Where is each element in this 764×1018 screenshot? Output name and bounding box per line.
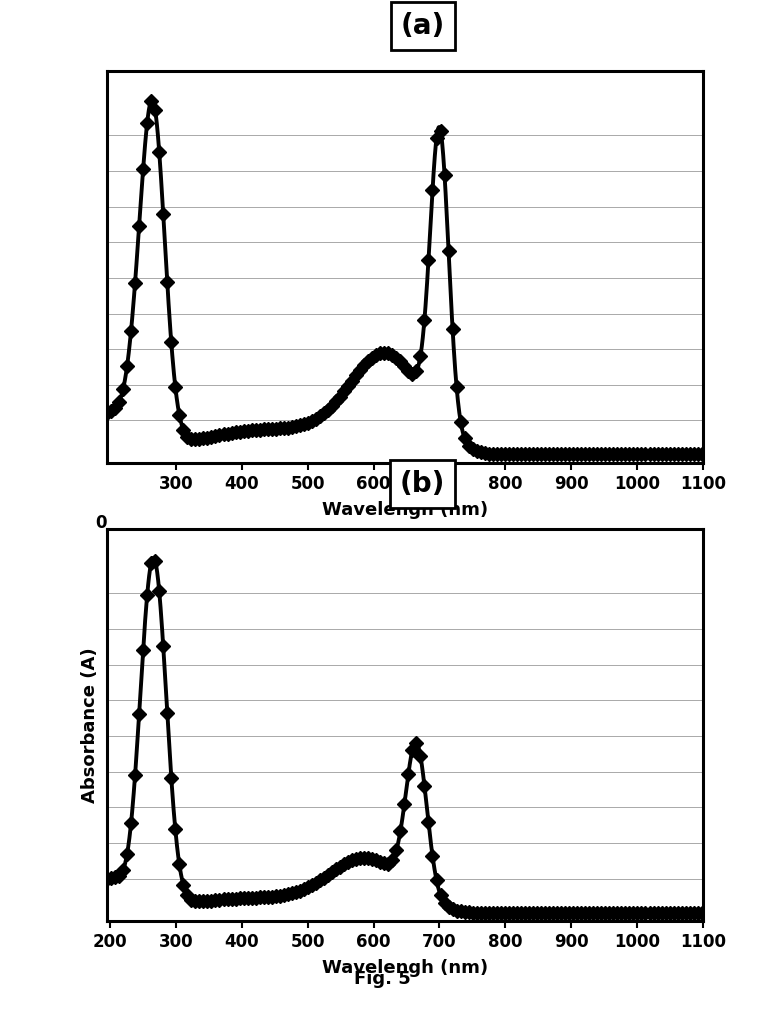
Y-axis label: Absorbance (A): Absorbance (A)	[81, 647, 99, 803]
X-axis label: Wavelengh (nm): Wavelengh (nm)	[322, 501, 488, 519]
Text: Fig. 5: Fig. 5	[354, 970, 410, 988]
Text: (a): (a)	[400, 12, 445, 40]
Text: 0: 0	[96, 514, 107, 532]
Text: (b): (b)	[400, 470, 445, 498]
X-axis label: Wavelengh (nm): Wavelengh (nm)	[322, 959, 488, 977]
